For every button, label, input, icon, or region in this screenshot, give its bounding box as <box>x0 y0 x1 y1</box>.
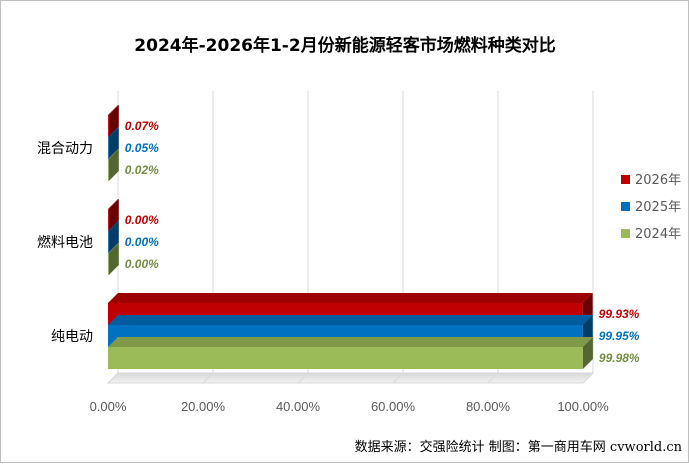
floor-gridline <box>202 372 214 384</box>
bar-front <box>108 115 109 137</box>
legend-swatch <box>621 229 630 238</box>
legend-label: 2026年 <box>635 173 681 188</box>
legend-swatch <box>621 175 630 184</box>
data-label: 0.02% <box>125 163 159 177</box>
plot-floor <box>106 372 595 384</box>
plot-area: 0.00% 20.00% 40.00% 60.00% 80.00% 100.00% 混合动力… <box>37 91 640 414</box>
data-label: 99.95% <box>599 329 640 343</box>
data-label: 99.93% <box>599 307 640 321</box>
bar-top <box>108 199 119 209</box>
bar-top <box>108 315 593 325</box>
bar-front <box>108 231 109 253</box>
bar-top <box>108 105 119 115</box>
legend-label: 2025年 <box>635 200 681 215</box>
data-label: 0.05% <box>125 141 159 155</box>
data-label: 99.98% <box>599 351 640 365</box>
floor-gridline <box>107 372 119 384</box>
bar-top <box>108 221 119 231</box>
bar-front <box>108 209 109 231</box>
bar-front <box>108 159 109 181</box>
x-tick-label: 0.00% <box>90 399 127 414</box>
legend-label: 2024年 <box>635 227 681 242</box>
x-tick-label: 80.00% <box>466 399 511 414</box>
legend: 2026年 2025年 2024年 <box>621 173 681 242</box>
data-label: 0.00% <box>125 257 159 271</box>
data-label: 0.00% <box>125 213 159 227</box>
bar-side <box>108 243 119 275</box>
bar-top <box>108 127 119 137</box>
category-label: 燃料电池 <box>37 234 93 251</box>
data-label: 0.00% <box>125 235 159 249</box>
floor-gridline <box>582 372 594 384</box>
bar-top <box>108 337 593 347</box>
chart-title: 2024年-2026年1-2月份新能源轻客市场燃料种类对比 <box>134 35 555 56</box>
bar-front <box>108 347 583 369</box>
legend-swatch <box>621 202 630 211</box>
bar-top <box>108 293 593 303</box>
source-note: 数据来源：交强险统计 制图：第一商用车网 cvworld.cn <box>355 439 683 455</box>
x-tick-label: 100.00% <box>557 399 609 414</box>
x-tick-label: 20.00% <box>181 399 226 414</box>
data-label: 0.07% <box>125 119 159 133</box>
bar-side <box>582 337 593 369</box>
floor-gridline <box>487 372 499 384</box>
floor-gridline <box>297 372 309 384</box>
bar-front <box>108 253 109 275</box>
bar-top <box>108 243 119 253</box>
bar-front <box>108 137 109 159</box>
bar-side <box>108 149 119 181</box>
x-tick-label: 60.00% <box>371 399 416 414</box>
category-label: 混合动力 <box>37 141 93 157</box>
category-label: 纯电动 <box>51 329 93 345</box>
bar-top <box>108 149 119 159</box>
x-tick-label: 40.00% <box>276 399 321 414</box>
floor-gridline <box>392 372 404 384</box>
